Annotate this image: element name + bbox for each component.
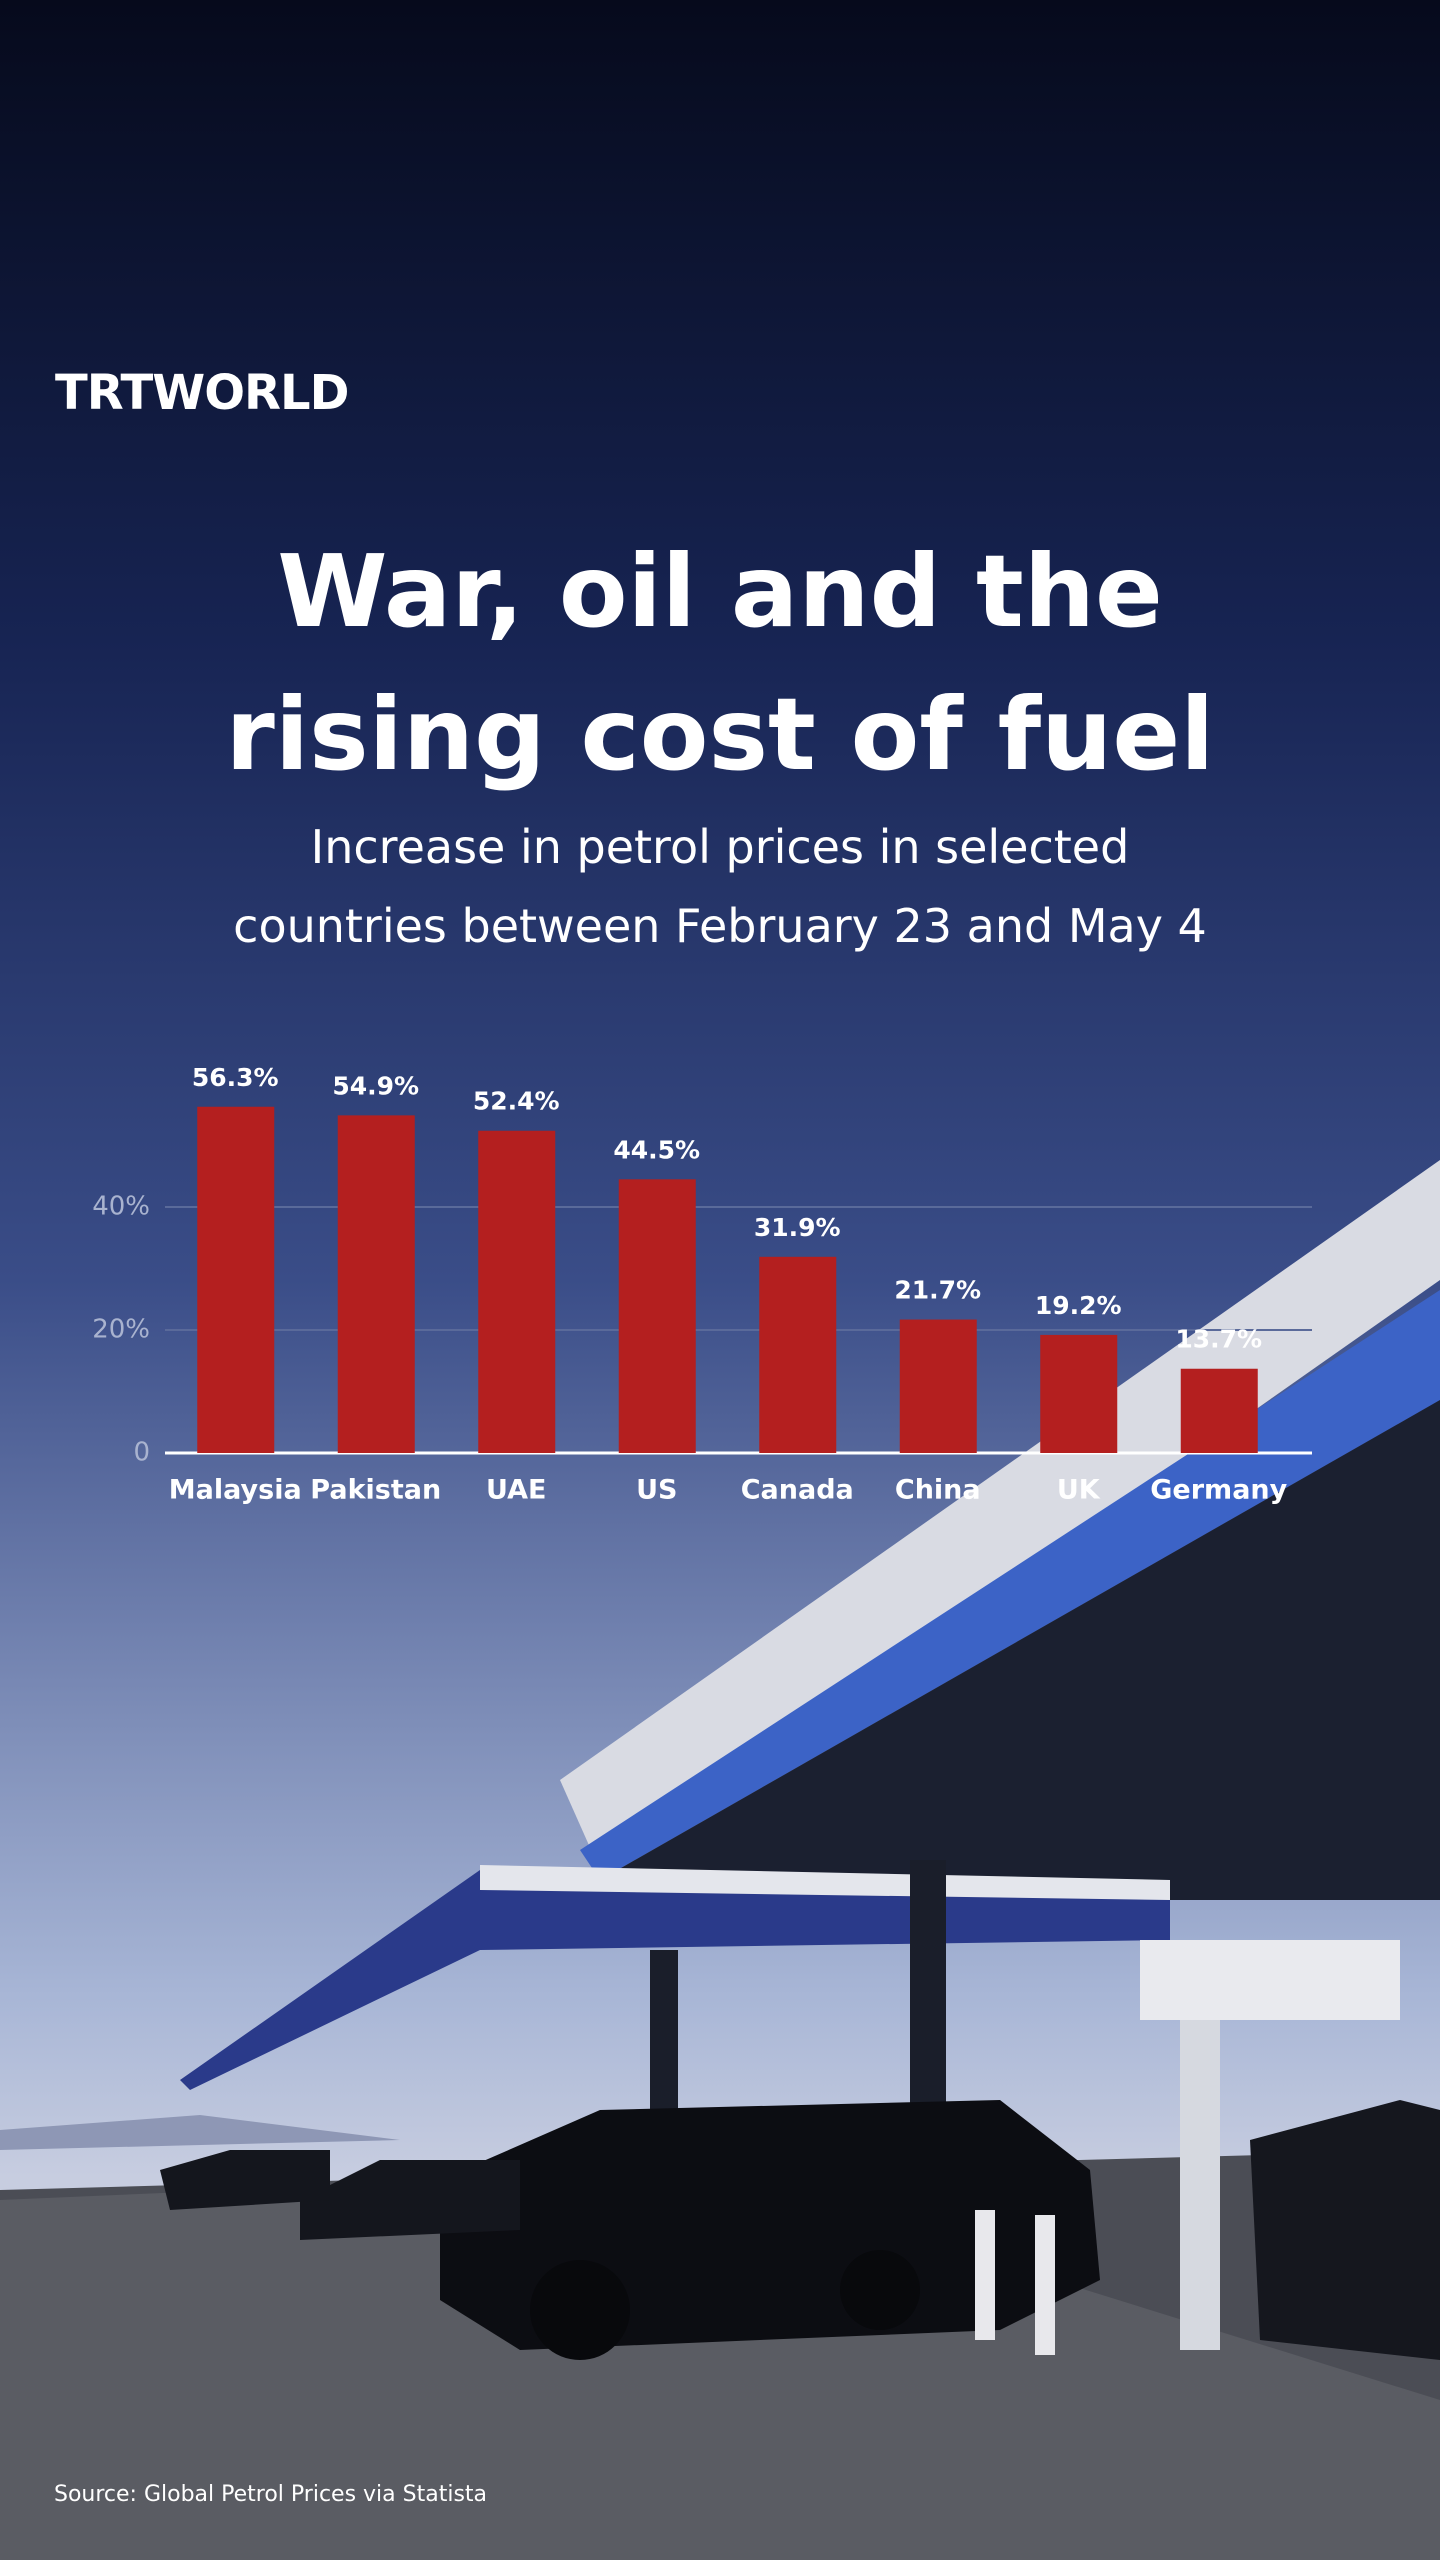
- x-tick-label: Malaysia: [169, 1475, 302, 1506]
- chart-subtitle: Increase in petrol prices in selected co…: [233, 820, 1207, 953]
- value-label: 13.7%: [1175, 1325, 1262, 1354]
- value-label: 21.7%: [894, 1276, 981, 1305]
- bar: [759, 1256, 837, 1453]
- y-tick-label: 20%: [92, 1315, 150, 1345]
- chart-title: War, oil and the rising cost of fuel: [225, 533, 1215, 793]
- bar: [197, 1106, 275, 1453]
- y-tick-label: 40%: [92, 1192, 150, 1222]
- x-tick-label: Pakistan: [310, 1475, 441, 1506]
- bar: [618, 1179, 696, 1453]
- x-tick-label: US: [636, 1475, 677, 1506]
- bar: [337, 1115, 415, 1453]
- value-label: 19.2%: [1035, 1291, 1122, 1320]
- y-tick-label: 0: [133, 1438, 150, 1468]
- value-label: 44.5%: [613, 1135, 700, 1164]
- x-tick-label: UK: [1057, 1475, 1101, 1506]
- x-tick-label: UAE: [486, 1475, 546, 1506]
- bar: [1180, 1368, 1258, 1453]
- value-label: 56.3%: [192, 1063, 279, 1092]
- value-label: 52.4%: [473, 1087, 560, 1116]
- bar: [478, 1130, 556, 1453]
- brand-logo: TRTWORLD: [55, 365, 349, 421]
- x-tick-label: Canada: [741, 1475, 854, 1506]
- bar: [899, 1319, 977, 1453]
- value-label: 54.9%: [332, 1071, 419, 1100]
- bar: [1040, 1334, 1118, 1453]
- x-tick-label: Germany: [1150, 1475, 1287, 1506]
- source-note: Source: Global Petrol Prices via Statist…: [54, 2482, 488, 2507]
- x-tick-label: China: [895, 1475, 981, 1506]
- photo: [0, 1160, 1440, 2560]
- value-label: 31.9%: [754, 1213, 841, 1242]
